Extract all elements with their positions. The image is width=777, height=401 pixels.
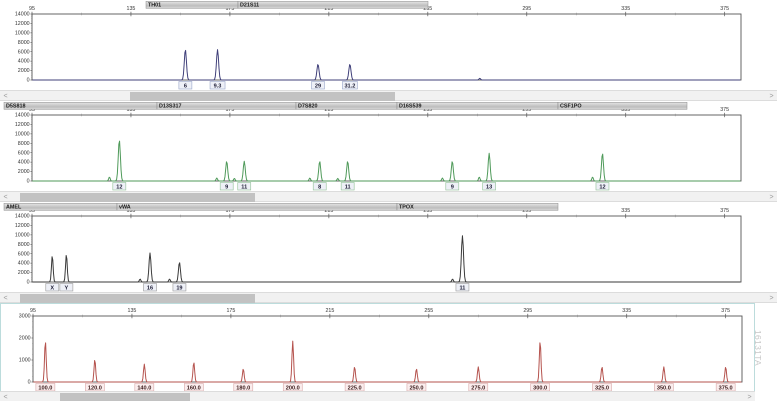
- svg-text:12: 12: [599, 184, 605, 190]
- svg-text:4000: 4000: [18, 261, 30, 267]
- svg-text:19: 19: [176, 285, 182, 291]
- svg-text:375: 375: [720, 208, 729, 214]
- svg-text:335: 335: [621, 208, 630, 214]
- svg-text:295: 295: [522, 6, 531, 12]
- svg-text:10000: 10000: [15, 30, 30, 36]
- svg-text:6: 6: [184, 83, 187, 89]
- svg-text:4000: 4000: [18, 160, 30, 166]
- svg-text:135: 135: [127, 6, 136, 12]
- svg-text:TPOX: TPOX: [399, 205, 414, 211]
- svg-text:12000: 12000: [15, 122, 30, 128]
- svg-text:14000: 14000: [15, 214, 30, 220]
- svg-text:14000: 14000: [15, 113, 30, 119]
- svg-text:295: 295: [523, 308, 532, 314]
- svg-text:D16S539: D16S539: [399, 104, 421, 110]
- svg-text:13: 13: [486, 184, 492, 190]
- svg-text:10000: 10000: [15, 232, 30, 238]
- svg-text:175: 175: [226, 308, 235, 314]
- svg-text:335: 335: [621, 6, 630, 12]
- svg-text:3000: 3000: [19, 314, 31, 320]
- svg-text:9.3: 9.3: [214, 83, 222, 89]
- svg-text:255: 255: [424, 308, 433, 314]
- svg-text:375: 375: [720, 107, 729, 113]
- svg-text:11: 11: [459, 285, 465, 291]
- svg-text:8000: 8000: [18, 40, 30, 46]
- svg-text:135: 135: [128, 308, 137, 314]
- svg-text:8: 8: [318, 184, 321, 190]
- svg-text:14000: 14000: [15, 12, 30, 18]
- svg-text:12000: 12000: [15, 223, 30, 229]
- svg-text:8000: 8000: [18, 141, 30, 147]
- svg-text:215: 215: [325, 308, 334, 314]
- svg-text:D21S11: D21S11: [240, 3, 259, 9]
- svg-text:X: X: [50, 285, 54, 291]
- svg-text:2000: 2000: [18, 68, 30, 74]
- svg-text:4000: 4000: [18, 59, 30, 65]
- svg-text:375: 375: [721, 308, 730, 314]
- svg-text:10000: 10000: [15, 131, 30, 137]
- svg-text:D7S820: D7S820: [298, 104, 317, 110]
- svg-text:2000: 2000: [19, 336, 31, 342]
- svg-text:0: 0: [27, 78, 30, 84]
- svg-text:CSF1PO: CSF1PO: [560, 104, 582, 110]
- svg-text:0: 0: [28, 380, 31, 386]
- svg-text:12: 12: [116, 184, 122, 190]
- svg-text:6000: 6000: [18, 150, 30, 156]
- svg-text:1000: 1000: [19, 358, 31, 364]
- svg-text:Y: Y: [65, 285, 69, 291]
- svg-text:vWA: vWA: [119, 205, 131, 211]
- svg-text:375: 375: [720, 6, 729, 12]
- svg-text:95: 95: [29, 6, 35, 12]
- svg-text:31.2: 31.2: [344, 83, 355, 89]
- svg-text:6000: 6000: [18, 251, 30, 257]
- svg-text:2000: 2000: [18, 270, 30, 276]
- svg-text:0: 0: [27, 179, 30, 185]
- svg-text:TH01: TH01: [148, 3, 161, 9]
- svg-text:16: 16: [147, 285, 153, 291]
- svg-text:6000: 6000: [18, 49, 30, 55]
- svg-text:9: 9: [225, 184, 228, 190]
- svg-text:D13S317: D13S317: [159, 104, 181, 110]
- svg-text:9: 9: [451, 184, 454, 190]
- svg-text:AMEL: AMEL: [6, 205, 22, 211]
- svg-text:335: 335: [622, 308, 631, 314]
- svg-text:11: 11: [241, 184, 247, 190]
- svg-text:11: 11: [345, 184, 351, 190]
- svg-text:29: 29: [315, 83, 321, 89]
- svg-text:D5S818: D5S818: [6, 104, 25, 110]
- svg-text:8000: 8000: [18, 242, 30, 248]
- svg-text:12000: 12000: [15, 21, 30, 27]
- svg-text:95: 95: [30, 308, 36, 314]
- svg-text:2000: 2000: [18, 169, 30, 175]
- svg-text:0: 0: [27, 280, 30, 286]
